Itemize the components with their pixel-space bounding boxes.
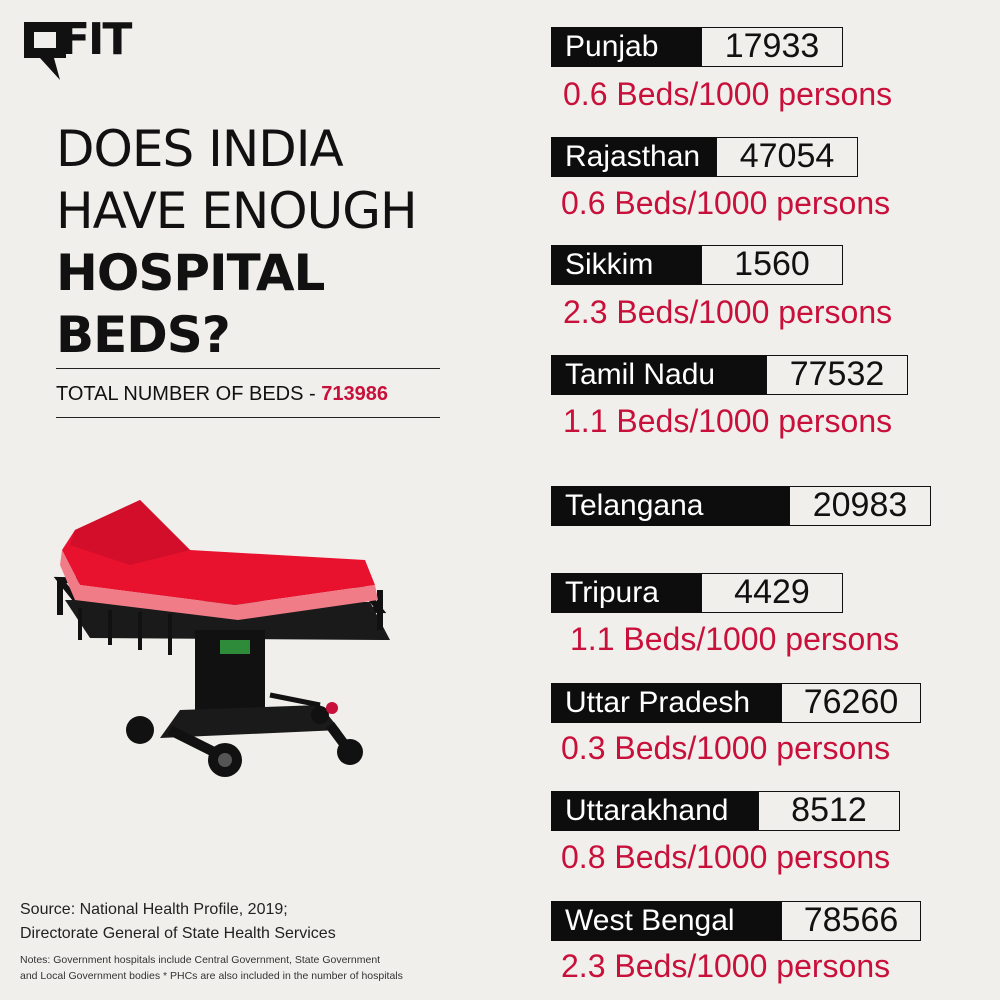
state-name: Tripura [551, 573, 701, 613]
state-beds-per-capita: 1.1 Beds/1000 persons [570, 621, 900, 657]
title-line-1: DOES INDIA [56, 120, 344, 178]
state-name: West Bengal [551, 901, 781, 941]
state-beds-per-capita: 0.6 Beds/1000 persons [563, 76, 893, 112]
notes-line-1: Notes: Government hospitals include Cent… [20, 954, 381, 966]
source-line-1: Source: National Health Profile, 2019; [20, 901, 288, 918]
notes-line-2: and Local Government bodies * PHCs are a… [20, 970, 403, 982]
title-line-2: HAVE ENOUGH [56, 182, 418, 240]
state-beds-per-capita: 0.3 Beds/1000 persons [561, 730, 891, 766]
title-line-4: BEDS? [56, 306, 231, 364]
hospital-stretcher-icon [53, 500, 390, 777]
state-beds: 77532 [766, 355, 908, 395]
state-beds: 8512 [758, 791, 900, 831]
total-beds-label: TOTAL NUMBER OF BEDS - [56, 383, 322, 405]
total-beds: TOTAL NUMBER OF BEDS - 713986 [56, 368, 440, 418]
state-beds: 4429 [701, 573, 843, 613]
logo-text: FIT [60, 14, 132, 65]
state-name: Uttarakhand [551, 791, 758, 831]
notes-text: Notes: Government hospitals include Cent… [20, 952, 490, 984]
title-line-3: HOSPITAL [56, 244, 325, 302]
state-beds-per-capita: 0.8 Beds/1000 persons [561, 839, 891, 875]
state-beds: 1560 [701, 245, 843, 285]
page-title: DOES INDIA HAVE ENOUGH HOSPITAL BEDS? [56, 118, 456, 366]
source-line-2: Directorate General of State Health Serv… [20, 925, 336, 942]
source-text: Source: National Health Profile, 2019; D… [20, 898, 460, 946]
state-name: Rajasthan [551, 137, 716, 177]
total-beds-value: 713986 [321, 383, 388, 405]
speech-bubble-icon [24, 22, 66, 80]
state-beds-per-capita: 1.1 Beds/1000 persons [563, 403, 893, 439]
state-beds-per-capita: 0.6 Beds/1000 persons [561, 185, 891, 221]
state-beds: 20983 [789, 486, 931, 526]
state-name: Punjab [551, 27, 701, 67]
state-beds: 76260 [781, 683, 921, 723]
state-beds: 47054 [716, 137, 858, 177]
state-beds-per-capita: 2.3 Beds/1000 persons [563, 294, 893, 330]
state-name: Sikkim [551, 245, 701, 285]
state-name: Telangana [551, 486, 789, 526]
state-beds-per-capita: 2.3 Beds/1000 persons [561, 948, 891, 984]
state-beds: 17933 [701, 27, 843, 67]
state-name: Tamil Nadu [551, 355, 766, 395]
state-name: Uttar Pradesh [551, 683, 781, 723]
state-beds: 78566 [781, 901, 921, 941]
